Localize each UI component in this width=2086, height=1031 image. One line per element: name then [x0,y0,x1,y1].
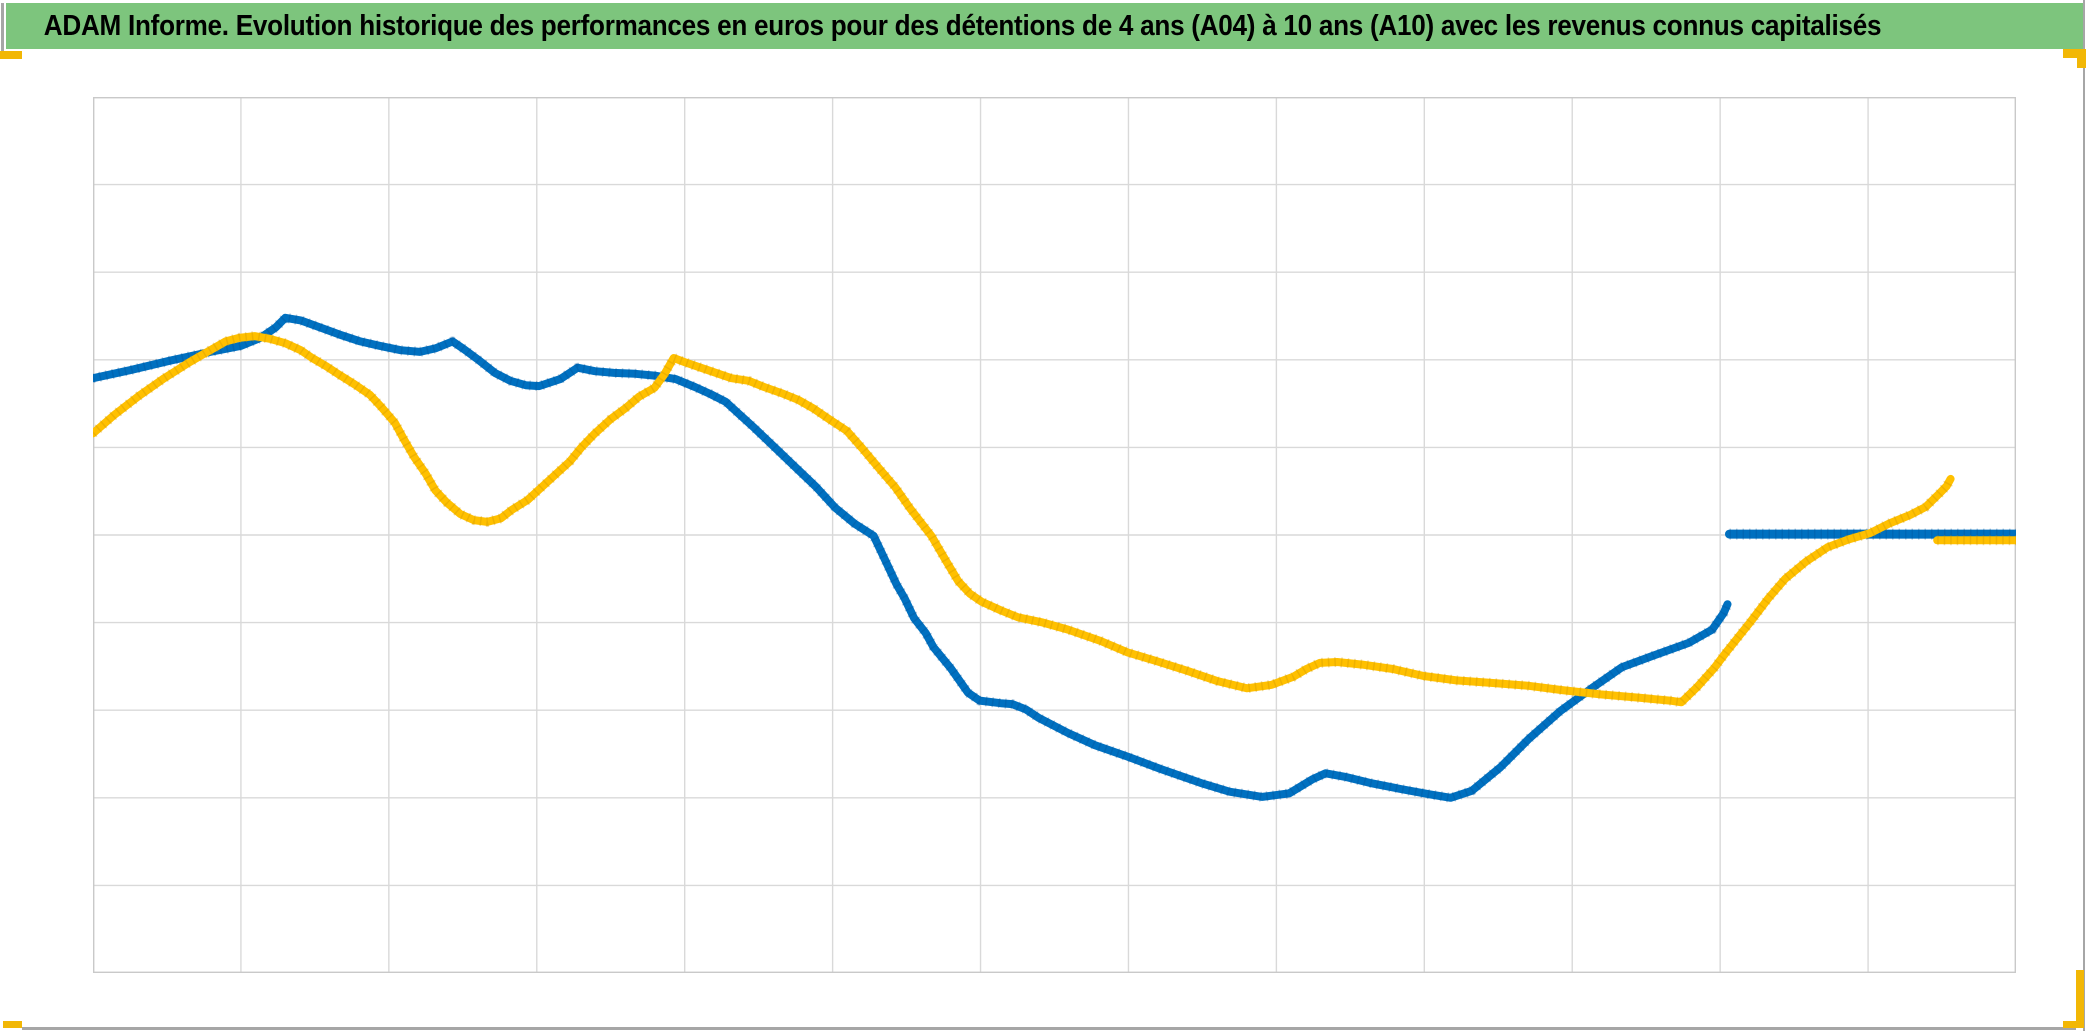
corner-accent-top-right-vertical [2077,49,2086,68]
performance-chart [93,97,2016,973]
series-texture-gold_curve_main [93,331,1955,708]
page-title: ADAM Informe. Evolution historique des p… [43,9,1882,42]
corner-accent-bottom-right-horizontal [2063,1021,2084,1028]
series-texture-blue_curve_main [93,312,1733,803]
series-blue_curve_main [93,313,1732,802]
title-bar: ADAM Informe. Evolution historique des p… [6,3,2084,49]
corner-accent-top-right-horizontal [2063,49,2086,58]
frame-bottom-edge [22,1027,2076,1030]
frame-right-edge [2083,0,2085,1031]
corner-accent-top-left [0,51,22,59]
series-gold_curve_main [93,332,1955,707]
corner-accent-bottom-left [3,1021,22,1028]
corner-accent-bottom-right-vertical [2076,970,2084,1028]
frame-left-edge [1,3,4,59]
